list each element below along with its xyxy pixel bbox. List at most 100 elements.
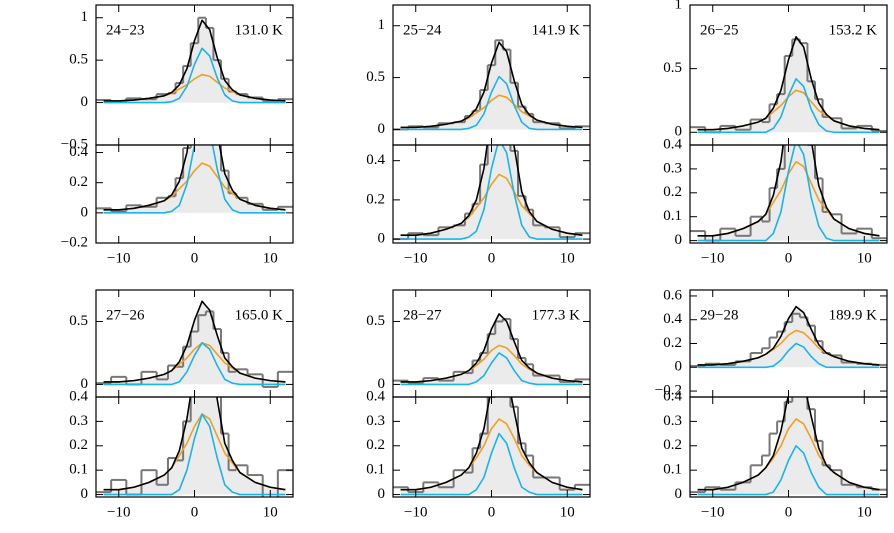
y-tick-label: 0 <box>675 124 683 140</box>
x-tick-label: 10 <box>560 250 575 266</box>
model-line <box>400 75 583 131</box>
x-tick-label: 10 <box>263 504 278 520</box>
model-area <box>697 397 880 495</box>
y-tick-label: 0.4 <box>663 311 682 327</box>
model-line <box>697 145 880 237</box>
y-tick-label: 0.2 <box>663 437 682 453</box>
temperature-label: 165.0 K <box>235 307 284 323</box>
y-tick-label: 0.2 <box>366 437 385 453</box>
plot-area <box>96 145 293 214</box>
temperature-label: 131.0 K <box>235 22 284 38</box>
y-tick-label: 0.4 <box>69 388 88 404</box>
plot-area <box>393 313 590 386</box>
model-line <box>697 78 880 134</box>
x-tick-label: 0 <box>488 504 496 520</box>
model-area <box>697 306 880 368</box>
y-tick-label: 0 <box>378 121 386 137</box>
plot-area <box>690 36 887 134</box>
transition-label: 26−25 <box>700 22 738 38</box>
y-tick-label: 0.4 <box>663 136 682 152</box>
x-tick-label: 0 <box>785 250 793 266</box>
y-tick-label: 0 <box>378 231 386 247</box>
plot-area <box>96 397 293 497</box>
y-tick-label: 0 <box>81 94 89 110</box>
y-tick-label: 0.3 <box>366 413 385 429</box>
model-area <box>103 397 286 495</box>
model-line <box>103 145 286 211</box>
transition-label: 24−23 <box>106 22 144 38</box>
y-tick-label: 0.3 <box>69 413 88 429</box>
x-tick-label: −10 <box>107 504 130 520</box>
y-tick-label: 0.1 <box>663 462 682 478</box>
model-line <box>697 305 880 366</box>
y-tick-label: 0.6 <box>663 287 682 303</box>
y-tick-label: 0.1 <box>366 462 385 478</box>
x-tick-label: 0 <box>191 250 199 266</box>
x-tick-label: −10 <box>404 504 427 520</box>
plot-area <box>690 305 887 369</box>
x-tick-label: 10 <box>857 504 872 520</box>
temperature-label: 141.9 K <box>532 22 581 38</box>
y-tick-label: 0.4 <box>366 388 385 404</box>
model-area <box>400 397 583 495</box>
model-line <box>103 19 286 102</box>
model-line <box>400 352 583 386</box>
y-tick-label: 0 <box>81 486 89 502</box>
model-area <box>103 301 286 385</box>
model-area <box>697 145 880 241</box>
model-area <box>697 36 880 133</box>
y-tick-label: 0.5 <box>366 69 385 85</box>
model-line <box>400 432 583 496</box>
y-tick-label: 0.4 <box>663 388 682 404</box>
model-line <box>400 397 583 491</box>
y-tick-label: 0.2 <box>69 174 88 190</box>
plot-area <box>393 397 590 496</box>
x-tick-label: 0 <box>191 504 199 520</box>
x-tick-label: 10 <box>857 250 872 266</box>
model-line <box>400 313 583 383</box>
model-line <box>103 47 286 104</box>
y-tick-label: 1 <box>675 0 683 12</box>
y-tick-label: 0 <box>81 204 89 220</box>
x-tick-label: 10 <box>263 250 278 266</box>
model-line <box>697 342 880 369</box>
model-area <box>103 145 286 213</box>
model-line <box>697 397 880 491</box>
y-tick-label: 1 <box>378 17 386 33</box>
plot-area <box>393 145 590 241</box>
y-tick-label: −0.2 <box>655 382 682 398</box>
y-tick-label: 0.5 <box>69 313 88 329</box>
y-tick-label: 0 <box>675 486 683 502</box>
x-tick-label: 10 <box>560 504 575 520</box>
model-line <box>697 145 880 242</box>
plot-area <box>393 39 590 131</box>
y-tick-label: 0.3 <box>663 160 682 176</box>
model-area <box>400 145 583 240</box>
y-tick-label: 0 <box>675 359 683 375</box>
y-tick-label: 0.2 <box>366 191 385 207</box>
model-line <box>697 444 880 496</box>
plot-area <box>96 300 293 388</box>
x-tick-label: −10 <box>107 250 130 266</box>
x-tick-label: −10 <box>404 250 427 266</box>
model-area <box>400 42 583 130</box>
plot-area <box>690 397 887 496</box>
y-tick-label: 0.1 <box>69 462 88 478</box>
y-tick-label: −0.5 <box>61 136 88 152</box>
transition-label: 29−28 <box>700 307 738 323</box>
y-tick-label: 0.2 <box>69 437 88 453</box>
model-area <box>400 313 583 385</box>
y-tick-label: 0 <box>378 486 386 502</box>
y-tick-label: 0.3 <box>663 413 682 429</box>
y-tick-label: 1 <box>81 9 89 25</box>
y-tick-label: 0.5 <box>366 313 385 329</box>
model-line <box>697 36 880 131</box>
model-area <box>103 20 286 103</box>
y-tick-label: 0.4 <box>69 144 88 160</box>
y-tick-label: 0 <box>81 376 89 392</box>
y-tick-label: 0.2 <box>663 184 682 200</box>
x-tick-label: 0 <box>785 504 793 520</box>
x-tick-label: −10 <box>701 250 724 266</box>
model-line <box>103 342 286 386</box>
